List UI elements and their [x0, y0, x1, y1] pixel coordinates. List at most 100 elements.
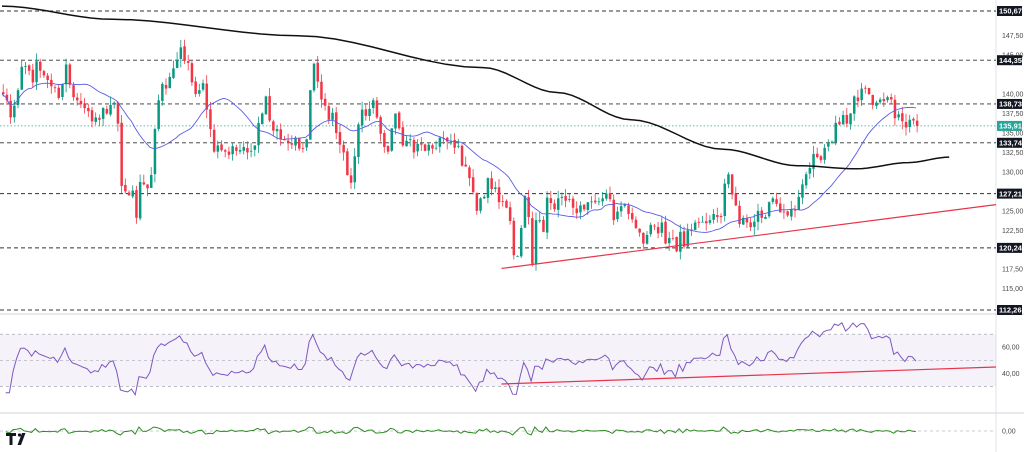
candle[interactable] [501, 195, 505, 207]
candle[interactable] [57, 84, 61, 100]
candle[interactable] [457, 138, 460, 149]
candle[interactable] [209, 101, 212, 137]
candle[interactable] [268, 88, 271, 123]
candle[interactable] [653, 223, 656, 231]
candle[interactable] [782, 203, 786, 219]
candle[interactable] [875, 100, 878, 109]
candle[interactable] [194, 76, 197, 98]
candle[interactable] [2, 84, 5, 97]
candle[interactable] [490, 171, 493, 196]
candle[interactable] [249, 143, 253, 158]
candle[interactable] [816, 147, 819, 159]
candle[interactable] [9, 94, 12, 124]
candle[interactable] [198, 83, 201, 97]
candle[interactable] [434, 140, 438, 151]
candle[interactable] [708, 215, 712, 225]
candle[interactable] [853, 95, 856, 121]
candle[interactable] [520, 225, 523, 259]
candle[interactable] [557, 190, 560, 218]
candle[interactable] [608, 186, 612, 202]
candle[interactable] [90, 106, 94, 128]
candle[interactable] [508, 201, 512, 225]
candle[interactable] [190, 61, 194, 86]
candle[interactable] [346, 148, 349, 176]
candle[interactable] [675, 236, 678, 253]
candle[interactable] [808, 162, 812, 180]
candle[interactable] [320, 74, 323, 108]
candle[interactable] [364, 103, 368, 121]
candle[interactable] [904, 113, 908, 136]
candle[interactable] [179, 39, 183, 68]
candle[interactable] [83, 97, 86, 114]
candle[interactable] [386, 145, 390, 155]
candle[interactable] [72, 82, 75, 101]
candle[interactable] [94, 112, 98, 125]
candle[interactable] [542, 216, 545, 233]
candle[interactable] [16, 88, 20, 109]
candle[interactable] [734, 186, 738, 207]
candle[interactable] [915, 114, 919, 133]
candle[interactable] [105, 105, 109, 115]
candle[interactable] [464, 156, 468, 167]
candle[interactable] [131, 185, 135, 199]
candle[interactable] [68, 63, 72, 89]
candle[interactable] [360, 101, 364, 133]
candle[interactable] [242, 141, 246, 155]
candle[interactable] [212, 124, 216, 153]
candle[interactable] [564, 189, 567, 208]
candle[interactable] [27, 64, 31, 76]
candle[interactable] [372, 97, 375, 114]
candle[interactable] [856, 89, 860, 108]
candle[interactable] [701, 215, 704, 223]
candle[interactable] [649, 222, 653, 237]
candle[interactable] [383, 130, 386, 153]
candle[interactable] [183, 39, 186, 65]
candle[interactable] [187, 54, 190, 71]
candle[interactable] [175, 52, 179, 69]
candle[interactable] [24, 62, 27, 75]
candle[interactable] [113, 101, 116, 109]
candle[interactable] [797, 190, 801, 210]
candle[interactable] [39, 58, 42, 78]
candle[interactable] [738, 200, 741, 228]
candle[interactable] [412, 137, 416, 159]
candle[interactable] [645, 231, 649, 245]
candle[interactable] [486, 177, 490, 204]
candle[interactable] [468, 165, 471, 187]
candle[interactable] [349, 167, 353, 189]
candle[interactable] [590, 196, 593, 209]
candle[interactable] [582, 204, 586, 212]
candle[interactable] [901, 106, 904, 130]
candle[interactable] [601, 191, 604, 206]
candle[interactable] [864, 85, 867, 94]
candle[interactable] [786, 210, 789, 218]
candle[interactable] [446, 136, 449, 150]
candle[interactable] [235, 144, 238, 156]
candle[interactable] [631, 207, 634, 223]
candle[interactable] [53, 84, 57, 93]
candle[interactable] [416, 139, 419, 157]
candle[interactable] [775, 192, 778, 207]
candle[interactable] [471, 169, 475, 195]
candle[interactable] [135, 185, 138, 224]
candle[interactable] [438, 137, 442, 153]
candle[interactable] [664, 215, 667, 245]
candle[interactable] [64, 58, 68, 93]
candle[interactable] [479, 197, 482, 214]
candle[interactable] [753, 214, 756, 235]
candle[interactable] [579, 201, 582, 220]
candle[interactable] [627, 202, 630, 220]
candle[interactable] [309, 90, 312, 140]
candle[interactable] [275, 125, 279, 140]
candle[interactable] [5, 88, 9, 105]
candle[interactable] [335, 106, 338, 140]
rsi-panel[interactable]: 60,00 40,00 [0, 313, 1024, 397]
candle[interactable] [594, 193, 597, 205]
candle[interactable] [878, 97, 882, 105]
candle[interactable] [742, 215, 745, 226]
candle[interactable] [494, 181, 497, 193]
candle[interactable] [168, 72, 172, 89]
candle[interactable] [238, 143, 242, 155]
candle[interactable] [87, 103, 90, 118]
